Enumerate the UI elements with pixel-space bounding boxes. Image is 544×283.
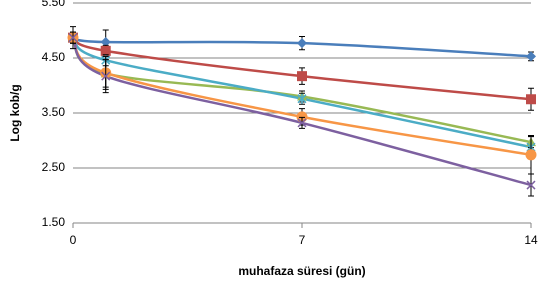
y-tick-label: 2.50	[42, 160, 66, 174]
series-line	[72, 36, 532, 58]
y-axis-title: Log kob/g	[8, 84, 22, 141]
marker	[297, 38, 307, 49]
marker	[526, 51, 536, 62]
series-line	[72, 36, 532, 149]
y-tick-label: 4.50	[42, 50, 66, 64]
series-line	[72, 36, 532, 101]
marker	[525, 149, 537, 161]
marker	[526, 180, 536, 190]
marker	[526, 94, 536, 105]
x-tick-label: 0	[70, 233, 77, 247]
x-tick-label: 14	[524, 233, 538, 247]
marker	[101, 71, 111, 81]
marker	[100, 45, 111, 56]
series-line	[71, 36, 532, 157]
marker	[297, 118, 307, 128]
marker	[100, 37, 111, 48]
x-axis-title: muhafaza süresi (gün)	[238, 264, 365, 278]
marker	[297, 93, 307, 104]
y-tick-label: 3.50	[42, 105, 66, 119]
series-line	[71, 36, 532, 187]
marker	[297, 71, 307, 82]
y-tick-label: 5.50	[42, 0, 66, 9]
x-tick-label: 7	[299, 233, 306, 247]
marker	[68, 33, 78, 43]
y-tick-label: 1.50	[42, 215, 66, 229]
